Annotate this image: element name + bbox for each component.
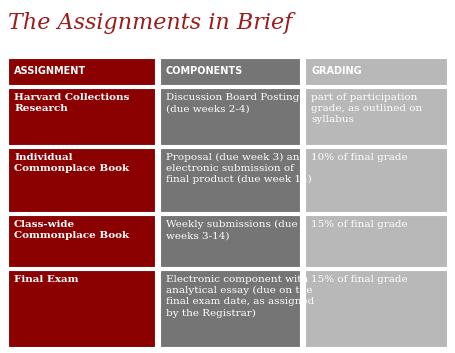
Text: 15% of final grade: 15% of final grade xyxy=(311,220,408,229)
Bar xyxy=(8,215,155,267)
Bar xyxy=(305,148,447,212)
Bar xyxy=(305,215,447,267)
Text: The Assignments in Brief: The Assignments in Brief xyxy=(8,12,293,34)
Text: GRADING: GRADING xyxy=(311,66,362,77)
Text: 10% of final grade: 10% of final grade xyxy=(311,153,408,162)
Text: Final Exam: Final Exam xyxy=(14,275,79,284)
Bar xyxy=(8,270,155,347)
Bar xyxy=(160,148,300,212)
Bar xyxy=(8,148,155,212)
Bar xyxy=(305,88,447,145)
Bar xyxy=(160,270,300,347)
Text: Class-wide
Commonplace Book: Class-wide Commonplace Book xyxy=(14,220,129,240)
Text: Discussion Board Postings
(due weeks 2-4): Discussion Board Postings (due weeks 2-4… xyxy=(166,93,305,113)
Bar xyxy=(305,58,447,85)
Text: COMPONENTS: COMPONENTS xyxy=(166,66,243,77)
Text: Harvard Collections
Research: Harvard Collections Research xyxy=(14,93,129,113)
Text: Proposal (due week 3) and
electronic submission of
final product (due week 14): Proposal (due week 3) and electronic sub… xyxy=(166,153,312,185)
Bar xyxy=(8,88,155,145)
Bar xyxy=(8,58,155,85)
Text: Weekly submissions (due
weeks 3-14): Weekly submissions (due weeks 3-14) xyxy=(166,220,298,240)
Bar xyxy=(160,88,300,145)
Text: Individual
Commonplace Book: Individual Commonplace Book xyxy=(14,153,129,173)
Text: ASSIGNMENT: ASSIGNMENT xyxy=(14,66,86,77)
Bar xyxy=(160,58,300,85)
Text: Electronic component with
analytical essay (due on the
final exam date, as assig: Electronic component with analytical ess… xyxy=(166,275,314,318)
Text: 15% of final grade: 15% of final grade xyxy=(311,275,408,284)
Bar xyxy=(305,270,447,347)
Text: part of participation
grade, as outlined on
syllabus: part of participation grade, as outlined… xyxy=(311,93,422,124)
Bar xyxy=(160,215,300,267)
